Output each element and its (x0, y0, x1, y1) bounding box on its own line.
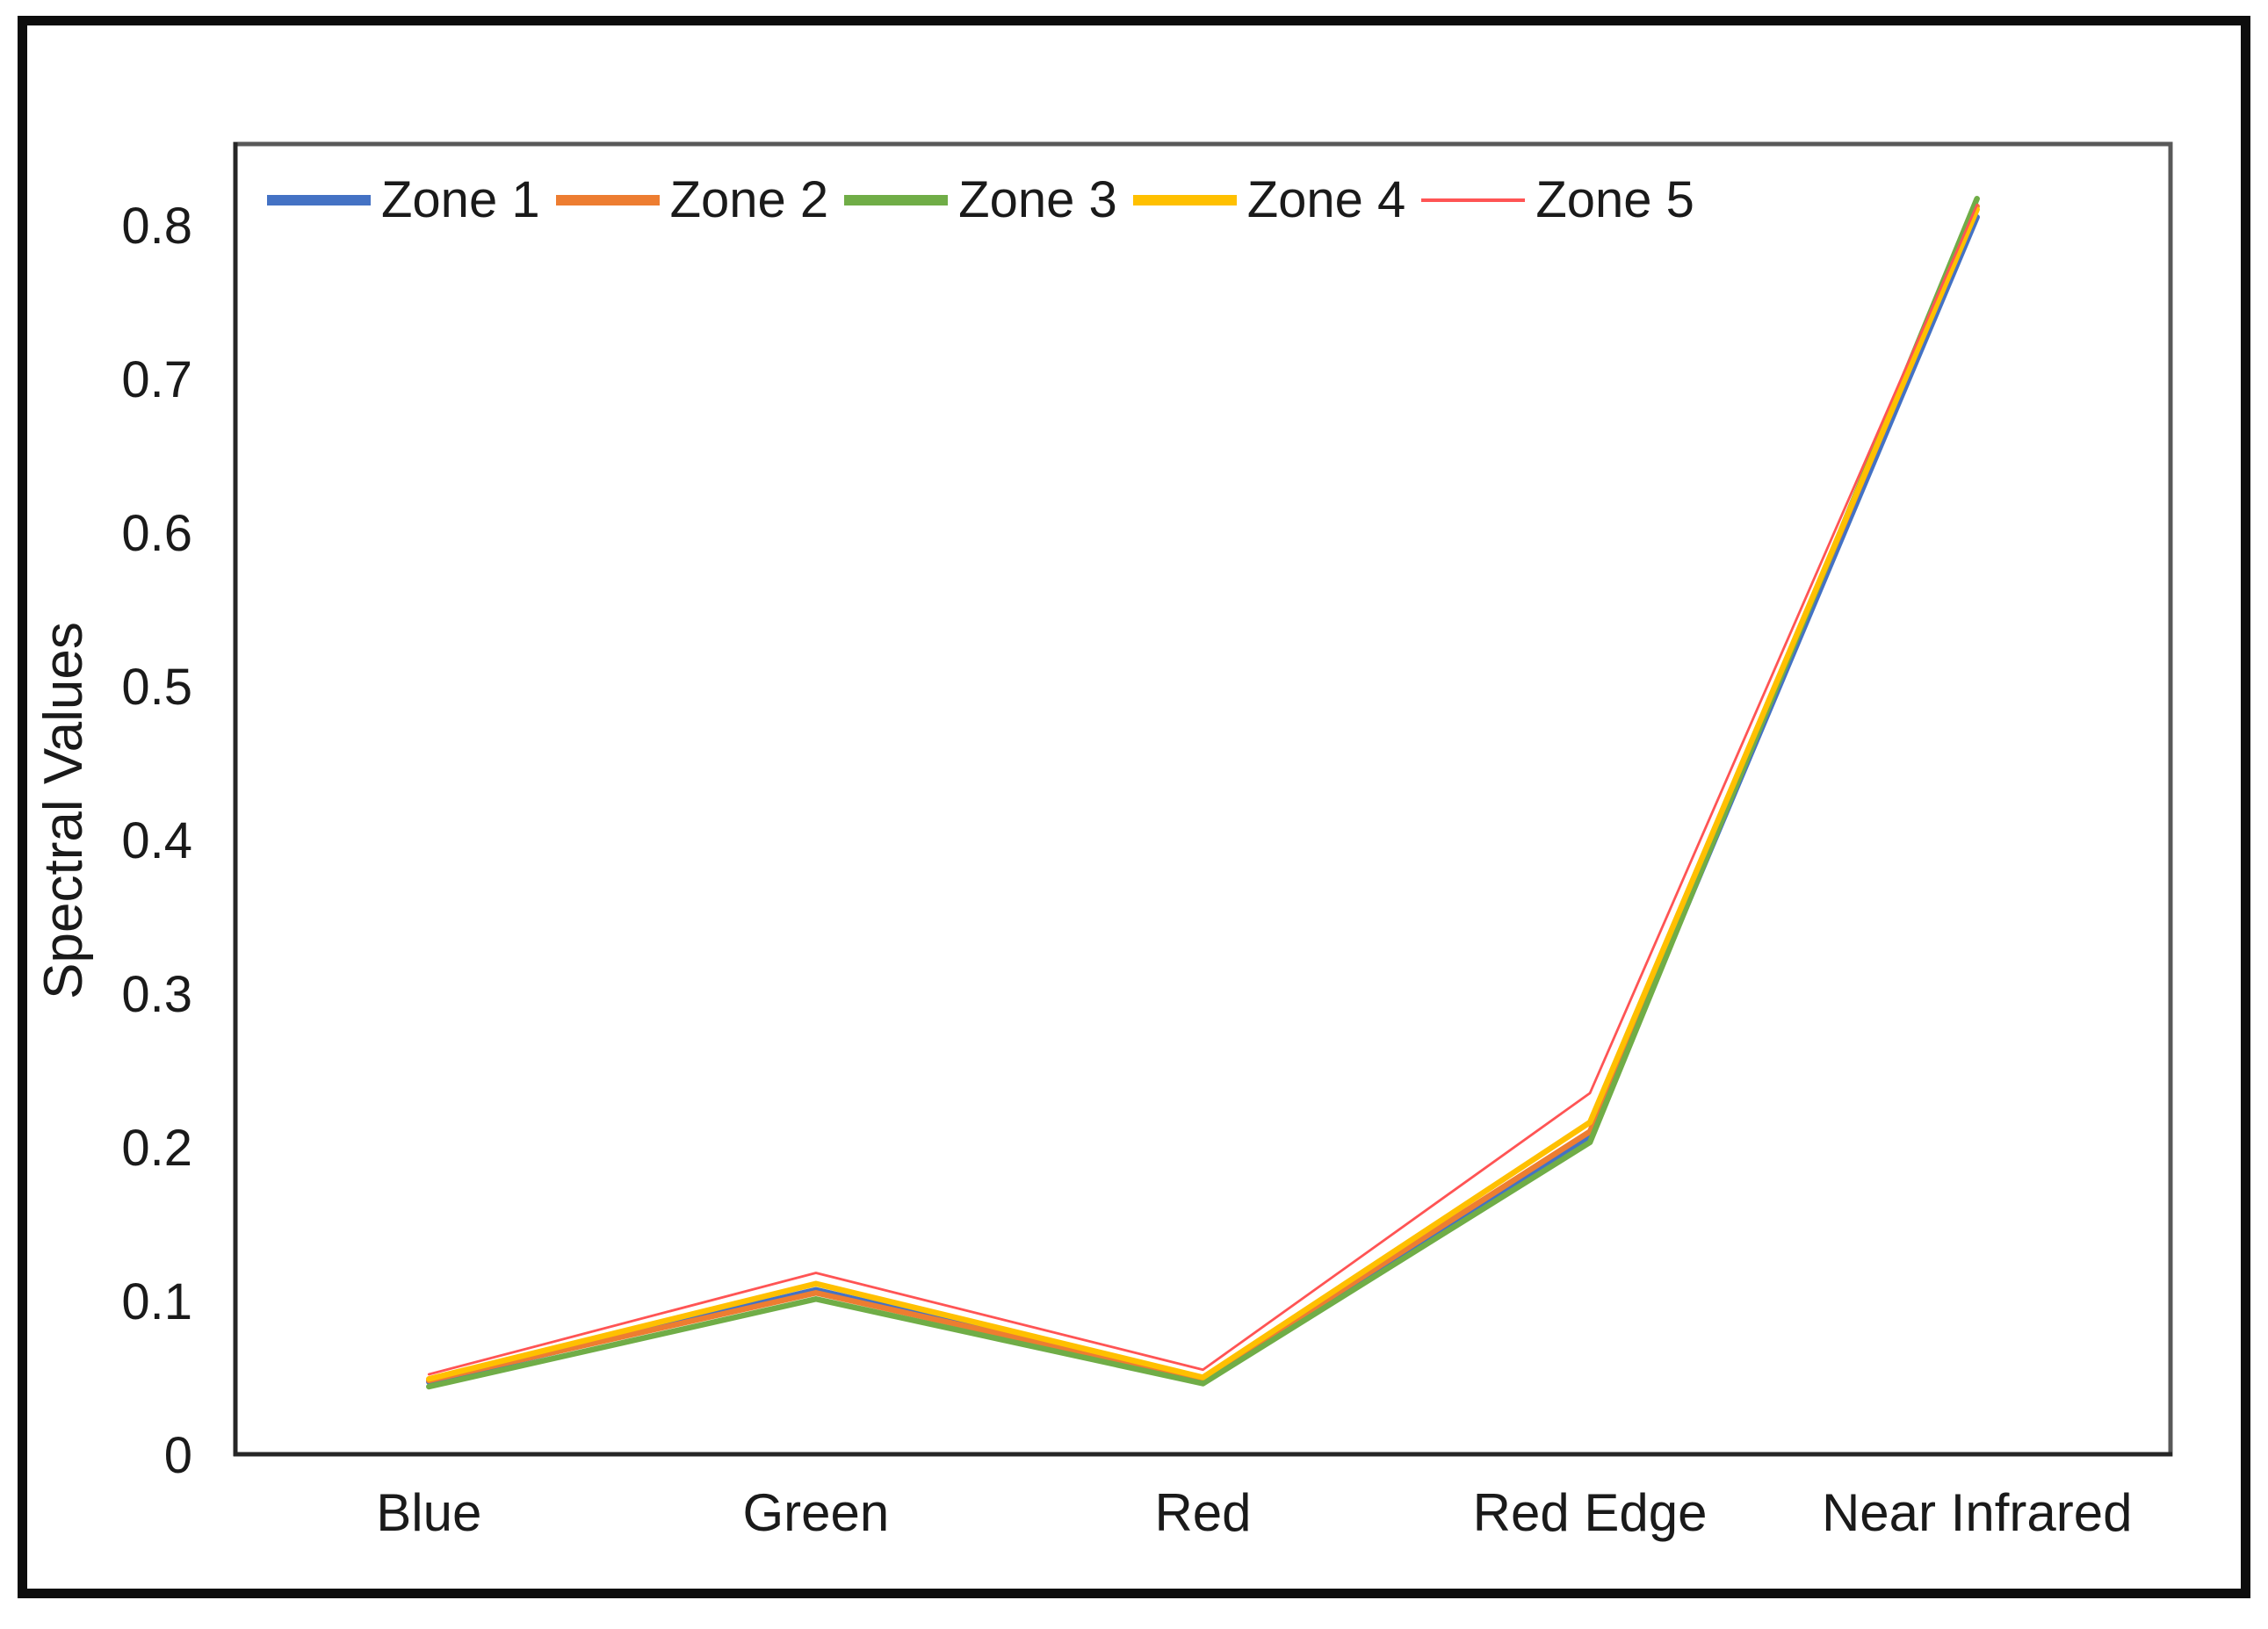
legend-label: Zone 5 (1535, 171, 1694, 228)
y-tick-label-0.4: 0.4 (121, 812, 192, 869)
y-tick-label-0.6: 0.6 (121, 505, 192, 562)
series-line-zone-4 (426, 206, 1980, 1382)
legend-swatch-zone-2-line-icon (555, 195, 660, 205)
legend-label: Zone 4 (1246, 171, 1406, 228)
y-tick-label-0.2: 0.2 (121, 1120, 192, 1177)
y-tick-label-0.8: 0.8 (121, 198, 192, 255)
y-tick-label-0.5: 0.5 (121, 659, 192, 716)
legend-label: Zone 1 (381, 171, 540, 228)
legend-swatch-zone-4-line-icon (1132, 195, 1237, 205)
y-tick-label-0: 0 (164, 1427, 192, 1484)
legend-swatch-zone-3-line-icon (844, 195, 949, 205)
series-line-zone-1 (426, 214, 1980, 1385)
y-tick-label-0.3: 0.3 (121, 966, 192, 1023)
legend-label: Zone 2 (669, 171, 829, 228)
x-category-label-green: Green (743, 1483, 890, 1542)
spectral-line-chart: 0 0.1 0.2 0.3 0.4 0.5 0.6 0.7 0.8 Blue Green Red Re… (33, 141, 2173, 1542)
legend-label: Zone 3 (958, 171, 1117, 228)
legend-item-zone-2: Zone 2 (555, 171, 833, 228)
y-tick-label-0.7: 0.7 (121, 351, 192, 408)
legend-swatch-zone-1-line-icon (267, 195, 371, 205)
y-axis-title: Spectral Values (33, 622, 94, 999)
legend-item-zone-1: Zone 1 (267, 175, 544, 226)
y-tick-label-0.1: 0.1 (121, 1273, 192, 1330)
plot-frame (233, 141, 2173, 1457)
x-category-label-blue: Blue (376, 1483, 481, 1542)
series-line-zone-2 (426, 203, 1980, 1384)
plot-area-border (233, 141, 2173, 1457)
series-lines (426, 196, 1980, 1390)
x-axis-category-labels: Blue Green Red Red Edge Near Infrared (376, 1483, 2132, 1542)
legend-item-zone-5: Zone 5 (1421, 175, 1698, 226)
chart-figure: 0 0.1 0.2 0.3 0.4 0.5 0.6 0.7 0.8 Blue Green Red Re… (18, 16, 2250, 1598)
x-category-label-near-infrared: Near Infrared (1822, 1483, 2133, 1542)
legend-swatch-zone-5-line-icon (1421, 198, 1526, 202)
x-category-label-red: Red (1154, 1483, 1251, 1542)
x-category-label-red-edge: Red Edge (1473, 1483, 1708, 1542)
series-line-zone-5 (427, 203, 1979, 1376)
legend-item-zone-4: Zone 4 (1132, 171, 1410, 228)
series-line-zone-3 (426, 196, 1980, 1390)
chart-legend: Zone 1 Zone 2 Zone 3 Zone 4 Zone 5 (267, 175, 1698, 226)
legend-item-zone-3: Zone 3 (844, 175, 1121, 226)
y-axis-tick-labels: 0 0.1 0.2 0.3 0.4 0.5 0.6 0.7 0.8 (121, 198, 192, 1484)
